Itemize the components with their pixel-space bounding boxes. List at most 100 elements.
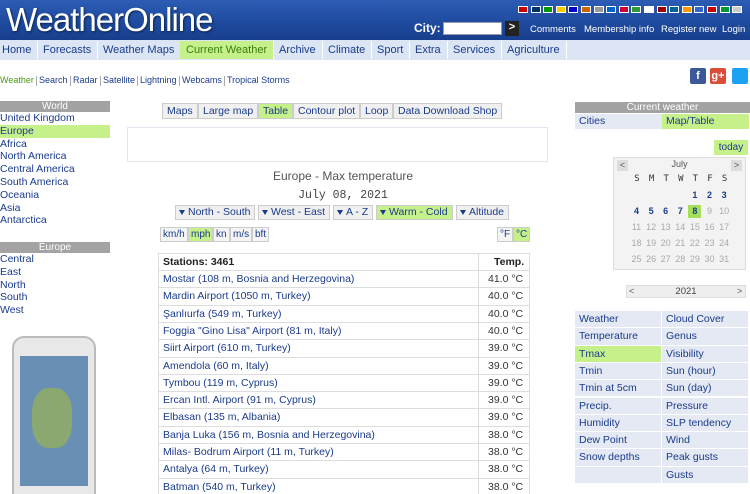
parameter-link[interactable]: Tmax bbox=[575, 345, 661, 362]
subnav-item[interactable]: Search bbox=[39, 75, 68, 85]
subnav-item[interactable]: Satellite bbox=[103, 75, 136, 85]
station-link[interactable]: Mardin Airport (1050 m, Turkey) bbox=[163, 290, 311, 303]
tab[interactable]: Data Download Shop bbox=[393, 103, 503, 119]
parameter-link[interactable]: Visibility bbox=[662, 345, 748, 362]
station-link[interactable]: Şanlıurfa (549 m, Turkey) bbox=[163, 307, 282, 320]
station-link[interactable]: Batman (540 m, Turkey) bbox=[163, 480, 276, 493]
parameter-link[interactable]: Genus bbox=[662, 328, 748, 345]
station-link[interactable]: Mostar (108 m, Bosnia and Herzegovina) bbox=[163, 273, 355, 285]
parameter-link[interactable]: Snow depths bbox=[575, 449, 661, 466]
header-link[interactable]: Login bbox=[722, 24, 746, 35]
left-link[interactable]: United Kingdom bbox=[0, 112, 75, 124]
tab[interactable]: Maps bbox=[162, 103, 198, 119]
header-link[interactable]: Membership info bbox=[584, 24, 655, 35]
nav-item[interactable]: Sport bbox=[371, 41, 411, 59]
nav-item[interactable]: Current Weather bbox=[180, 41, 275, 59]
parameter-link[interactable]: Sun (hour) bbox=[662, 362, 748, 380]
tab[interactable]: Contour plot bbox=[293, 103, 361, 119]
station-link[interactable]: Tymbou (119 m, Cyprus) bbox=[163, 376, 278, 389]
temp-unit-button[interactable]: °C bbox=[513, 227, 531, 242]
calendar-day[interactable]: 4 bbox=[633, 206, 639, 216]
left-link[interactable]: North bbox=[0, 278, 26, 291]
station-link[interactable]: Milas- Bodrum Airport (11 m, Turkey) bbox=[163, 446, 334, 458]
unit-button[interactable]: bft bbox=[252, 227, 270, 242]
left-link[interactable]: Europe bbox=[0, 124, 110, 138]
temp-unit-button[interactable]: °F bbox=[497, 227, 514, 242]
parameter-link[interactable]: Tmin bbox=[575, 362, 661, 380]
calendar-next[interactable]: > bbox=[731, 160, 742, 171]
parameter-link[interactable]: Wind bbox=[662, 432, 748, 449]
subnav-item[interactable]: Radar bbox=[73, 75, 98, 85]
left-link[interactable]: Central America bbox=[0, 163, 75, 176]
unit-button[interactable]: m/s bbox=[230, 227, 253, 242]
year-prev[interactable]: < bbox=[629, 286, 635, 296]
calendar-day[interactable]: 1 bbox=[692, 190, 698, 200]
parameter-link[interactable]: SLP tendency bbox=[662, 414, 748, 432]
calendar-prev[interactable]: < bbox=[617, 160, 628, 171]
nav-item[interactable]: Home bbox=[0, 41, 39, 59]
left-link[interactable]: Antarctica bbox=[0, 214, 47, 227]
station-link[interactable]: Siirt Airport (610 m, Turkey) bbox=[163, 342, 291, 355]
left-link[interactable]: Africa bbox=[0, 137, 27, 150]
parameter-link[interactable]: Temperature bbox=[575, 328, 661, 345]
nav-item[interactable]: Climate bbox=[322, 41, 373, 59]
nav-item[interactable]: Weather Maps bbox=[97, 41, 182, 59]
nav-item[interactable]: Extra bbox=[409, 41, 448, 59]
subnav-item[interactable]: Lightning bbox=[140, 75, 177, 85]
parameter-link[interactable]: Gusts bbox=[662, 466, 748, 483]
twitter-icon[interactable] bbox=[732, 68, 748, 84]
header-link[interactable]: Register new bbox=[661, 24, 717, 35]
subnav-item[interactable]: Tropical Storms bbox=[227, 75, 290, 85]
parameter-link[interactable]: Peak gusts bbox=[662, 449, 748, 466]
sort-button[interactable]: Warm - Cold bbox=[376, 205, 453, 220]
tab[interactable]: Table bbox=[258, 103, 294, 119]
unit-button[interactable]: km/h bbox=[160, 227, 188, 242]
parameter-link[interactable]: Pressure bbox=[662, 397, 748, 414]
parameter-link[interactable]: Dew Point bbox=[575, 432, 661, 449]
left-link[interactable]: West bbox=[0, 304, 24, 317]
nav-item[interactable]: Forecasts bbox=[37, 41, 99, 59]
parameter-link[interactable]: Cloud Cover bbox=[662, 311, 748, 328]
tab[interactable]: Loop bbox=[360, 103, 394, 119]
station-link[interactable]: Amendola (60 m, Italy) bbox=[163, 359, 269, 372]
sort-button[interactable]: West - East bbox=[258, 205, 330, 220]
left-link[interactable]: South bbox=[0, 291, 28, 304]
parameter-link[interactable]: Weather bbox=[575, 311, 661, 328]
subnav-item[interactable]: Webcams bbox=[182, 75, 222, 85]
calendar-day[interactable]: 5 bbox=[648, 206, 654, 216]
calendar-day[interactable]: 2 bbox=[706, 190, 712, 200]
right-tab[interactable]: Map/Table bbox=[662, 114, 749, 129]
header-link[interactable]: Comments bbox=[530, 24, 576, 35]
left-link[interactable]: Central bbox=[0, 253, 34, 265]
nav-item[interactable]: Agriculture bbox=[501, 41, 567, 59]
parameter-link[interactable]: Humidity bbox=[575, 414, 661, 432]
today-button[interactable]: today bbox=[714, 140, 748, 155]
right-tab[interactable]: Cities bbox=[575, 114, 662, 129]
go-button[interactable]: > bbox=[505, 21, 519, 36]
parameter-link[interactable]: Precip. bbox=[575, 397, 661, 414]
year-next[interactable]: > bbox=[737, 286, 743, 296]
station-link[interactable]: Banja Luka (156 m, Bosnia and Herzegovin… bbox=[163, 428, 375, 441]
unit-button[interactable]: mph bbox=[188, 227, 214, 242]
social-icon[interactable]: g+ bbox=[710, 68, 726, 84]
calendar-day[interactable]: 3 bbox=[721, 190, 727, 200]
station-link[interactable]: Elbasan (135 m, Albania) bbox=[163, 411, 281, 424]
city-input[interactable] bbox=[443, 22, 502, 35]
sort-button[interactable]: North - South bbox=[175, 205, 255, 220]
calendar-day[interactable]: 7 bbox=[677, 206, 683, 216]
unit-button[interactable]: kn bbox=[213, 227, 230, 242]
nav-item[interactable]: Archive bbox=[273, 41, 323, 59]
left-link[interactable]: South America bbox=[0, 176, 69, 188]
station-link[interactable]: Foggia "Gino Lisa" Airport (81 m, Italy) bbox=[163, 324, 342, 337]
calendar-day[interactable]: 8 bbox=[688, 205, 702, 218]
parameter-link[interactable] bbox=[575, 466, 661, 483]
parameter-link[interactable]: Sun (day) bbox=[662, 380, 748, 397]
station-link[interactable]: Antalya (64 m, Turkey) bbox=[163, 463, 269, 476]
sort-button[interactable]: Altitude bbox=[456, 205, 509, 220]
left-link[interactable]: East bbox=[0, 265, 22, 278]
station-link[interactable]: Ercan Intl. Airport (91 m, Cyprus) bbox=[163, 394, 316, 407]
nav-item[interactable]: Services bbox=[447, 41, 503, 59]
calendar-day[interactable]: 6 bbox=[663, 206, 669, 216]
social-icon[interactable]: f bbox=[690, 68, 706, 84]
subnav-item[interactable]: Weather bbox=[0, 75, 34, 85]
